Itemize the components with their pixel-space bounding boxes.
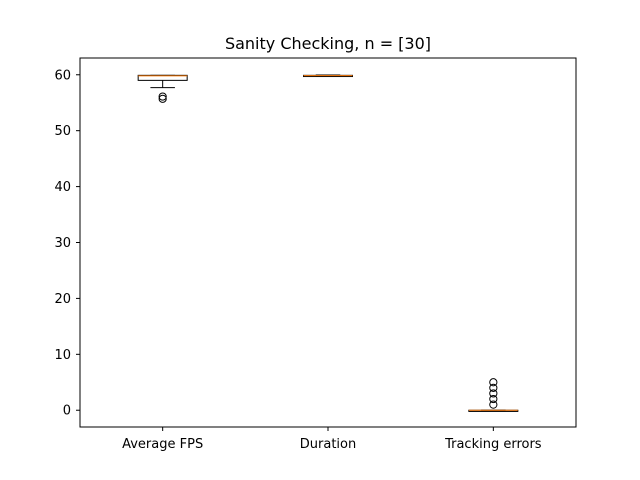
- box-iqr: [137, 74, 188, 81]
- y-tick-label: 50: [54, 124, 71, 139]
- chart-title: Sanity Checking, n = [30]: [225, 34, 431, 53]
- x-tick-label: Tracking errors: [444, 437, 542, 452]
- outlier-point: [158, 94, 167, 103]
- outlier-point: [158, 92, 167, 101]
- x-tick-label: Average FPS: [122, 437, 203, 452]
- y-tick-label: 60: [54, 68, 71, 83]
- axes-frame: [79, 57, 577, 428]
- outlier-point: [489, 394, 498, 404]
- y-tick-label: 40: [54, 180, 71, 195]
- outlier-point: [489, 383, 498, 392]
- y-tick-label: 0: [63, 404, 71, 419]
- outlier-point: [489, 389, 498, 398]
- x-tick-label: Duration: [300, 437, 356, 452]
- y-tick-label: 30: [54, 236, 71, 251]
- outlier-point: [489, 400, 498, 409]
- outlier-point: [489, 378, 498, 387]
- y-tick-label: 10: [54, 348, 71, 363]
- plot-area: 0 10 20 30 40 50 60 Average FPS Duration Tracking…: [54, 68, 541, 452]
- y-tick-label: 20: [54, 292, 71, 307]
